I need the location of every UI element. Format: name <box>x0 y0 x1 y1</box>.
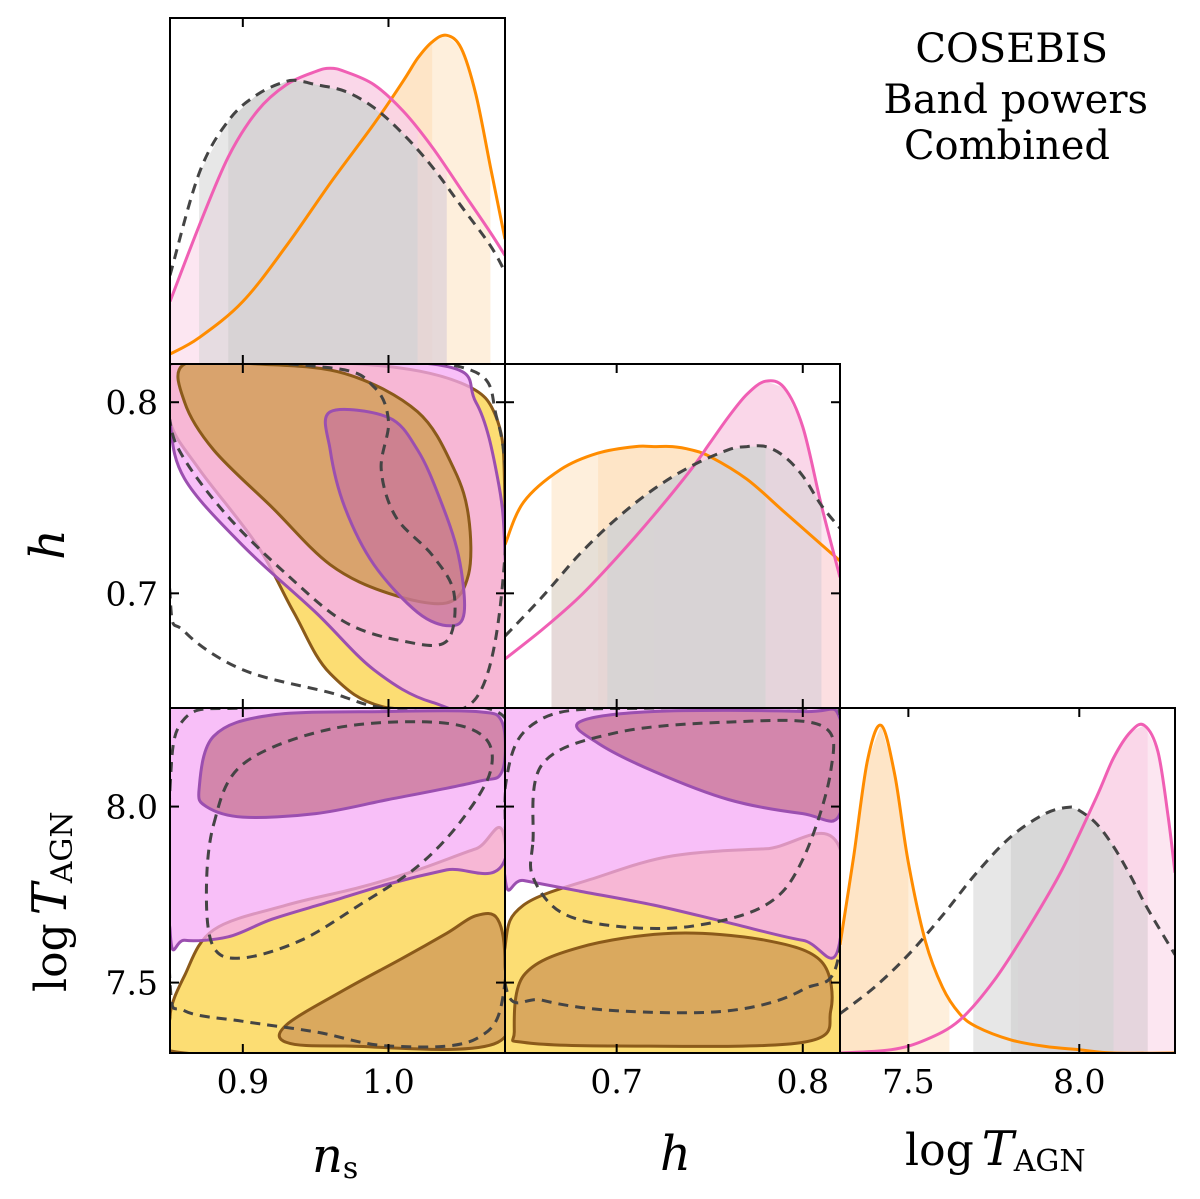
contour-panels <box>170 364 840 1053</box>
contour-logT_vs_h-cosebis-inner <box>511 931 834 1048</box>
contour-logT_vs_h-bandpowers-inner <box>575 708 840 823</box>
legend: COSEBIS Band powers Combined <box>883 26 1148 169</box>
marginal-logT-combined-line <box>840 805 1175 1015</box>
marginal-ns-combined-line <box>170 78 505 276</box>
contour-h_vs_ns-combined-outer <box>170 364 505 708</box>
ytick-label-logT_y-0: 7.5 <box>106 964 158 1003</box>
contour-h_vs_ns-combined-inner <box>170 364 457 647</box>
xtick-label-logT_x-1: 8.0 <box>1053 1062 1105 1101</box>
ylabel-logT: logTAGN <box>22 811 80 992</box>
contour-logT_vs_ns-cosebis-inner <box>277 912 505 1051</box>
marginal-ns-combined-band68 <box>228 81 418 364</box>
marginal-h <box>505 379 840 708</box>
marginal-logT-bandpowers-line <box>840 722 1175 1053</box>
contour-panel-logT_vs_ns <box>170 708 505 1053</box>
marginal-logT <box>840 722 1175 1053</box>
legend-band-powers: Band powers <box>883 77 1148 123</box>
contour-logT_vs_ns-bandpowers-inner <box>197 709 505 819</box>
marginal-h-combined-line <box>505 444 840 638</box>
ytick-label-h-1: 0.8 <box>106 383 158 422</box>
marginal-logT-cosebis-band68 <box>840 725 909 1053</box>
contour-panel-logT_vs_h <box>505 708 840 1053</box>
axis-labels: ns h log TAGN h logTAGN <box>20 529 1086 1186</box>
marginal-ns-cosebis-line <box>170 33 505 356</box>
marginal-h-cosebis-line <box>505 444 840 563</box>
marginal-panels <box>170 33 1175 1053</box>
ytick-label-logT_y-1: 8.0 <box>106 788 158 827</box>
ytick-label-h-0: 0.7 <box>106 574 158 613</box>
xtick-label-ns-0: 0.9 <box>217 1062 269 1101</box>
marginal-ns-bandpowers-line <box>170 66 505 303</box>
contour-logT_vs_ns-combined-inner <box>204 720 494 960</box>
marginal-logT-cosebis-line <box>840 723 1175 1053</box>
xtick-label-logT_x-0: 7.5 <box>882 1062 934 1101</box>
marginal-h-bandpowers-line <box>505 379 840 661</box>
contour-logT_vs_h-combined-inner <box>528 718 836 930</box>
legend-cosebis: COSEBIS <box>915 26 1108 72</box>
legend-combined: Combined <box>904 123 1110 169</box>
marginal-ns <box>170 33 505 364</box>
marginal-h-combined-band68 <box>607 446 766 708</box>
xlabel-ns: ns <box>312 1128 358 1186</box>
contour-panel-h_vs_ns <box>170 364 505 708</box>
ylabel-h: h <box>20 529 76 560</box>
xlabel-logT: log TAGN <box>905 1121 1086 1179</box>
xtick-label-h-0: 0.7 <box>590 1062 642 1101</box>
marginal-logT-combined-band68 <box>1010 807 1114 1053</box>
xtick-label-ns-1: 1.0 <box>362 1062 414 1101</box>
xlabel-h: h <box>660 1126 691 1182</box>
panel-frame-2-2 <box>839 707 1176 1054</box>
axes: 0.9 1.0 0.7 0.8 7.5 8.0 0.7 0.8 7.5 8.0 <box>106 17 1176 1101</box>
xtick-label-h-1: 0.8 <box>777 1062 829 1101</box>
